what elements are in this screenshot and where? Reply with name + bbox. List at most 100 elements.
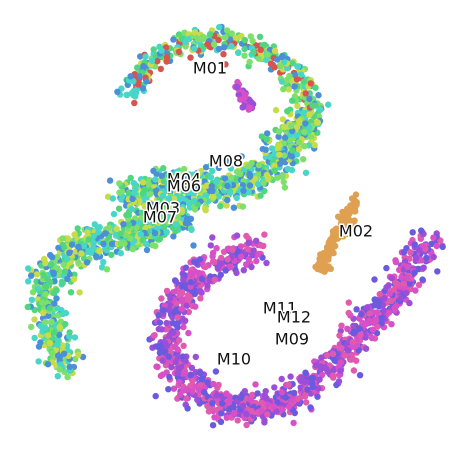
- scatter-point: [412, 287, 419, 294]
- scatter-point: [184, 405, 191, 412]
- scatter-point: [263, 136, 270, 143]
- scatter-point: [169, 319, 177, 327]
- scatter-point: [218, 254, 225, 262]
- scatter-point: [172, 205, 179, 212]
- cluster-label-m09: M09: [275, 330, 309, 349]
- scatter-point: [289, 97, 296, 104]
- scatter-point: [274, 174, 281, 181]
- scatter-point: [271, 167, 278, 174]
- scatter-point: [258, 407, 265, 415]
- scatter-point: [250, 49, 257, 56]
- scatter-point: [243, 421, 250, 429]
- scatter-point: [278, 173, 286, 180]
- scatter-point: [70, 276, 78, 283]
- scatter-point: [96, 248, 103, 255]
- scatter-point: [363, 320, 370, 327]
- scatter-point: [249, 391, 256, 398]
- scatter-point: [171, 195, 178, 202]
- scatter-point: [316, 376, 323, 383]
- scatter-point: [344, 347, 352, 354]
- scatter-point: [274, 56, 281, 63]
- scatter-point: [342, 217, 349, 224]
- scatter-point: [150, 167, 157, 175]
- scatter-point: [31, 316, 38, 323]
- scatter-point: [128, 205, 135, 213]
- scatter-point: [391, 304, 398, 311]
- scatter-point: [407, 249, 414, 256]
- scatter-point: [329, 350, 337, 357]
- scatter-point: [151, 332, 158, 339]
- scatter-point: [350, 367, 358, 374]
- scatter-point: [202, 263, 209, 271]
- scatter-point: [195, 386, 202, 393]
- scatter-point: [185, 329, 192, 337]
- scatter-point: [240, 103, 247, 111]
- scatter-point: [33, 271, 41, 278]
- scatter-point: [134, 64, 141, 71]
- scatter-point: [289, 147, 296, 154]
- scatter-point: [165, 353, 172, 360]
- scatter-point: [245, 106, 252, 113]
- scatter-point: [138, 209, 146, 216]
- scatter-point: [223, 414, 230, 421]
- scatter-point: [165, 197, 172, 204]
- scatter-point: [255, 250, 262, 258]
- scatter-point: [204, 40, 211, 48]
- scatter-point: [378, 314, 385, 322]
- scatter-point: [59, 235, 66, 242]
- scatter-point: [186, 200, 193, 207]
- scatter-point: [174, 168, 181, 175]
- scatter-point: [264, 130, 271, 137]
- scatter-point: [216, 24, 223, 31]
- scatter-point: [224, 256, 231, 263]
- scatter-point: [163, 319, 170, 327]
- scatter-point: [317, 106, 324, 113]
- scatter-point: [146, 191, 154, 198]
- scatter-point: [209, 422, 217, 429]
- scatter-point: [339, 208, 346, 216]
- scatter-point: [260, 180, 267, 187]
- scatter-point: [403, 289, 410, 296]
- scatter-point: [333, 381, 340, 389]
- scatter-point: [160, 178, 168, 185]
- scatter-point: [257, 192, 264, 199]
- scatter-point: [211, 276, 219, 283]
- scatter-point: [295, 138, 303, 146]
- scatter-point: [121, 240, 128, 247]
- scatter-point: [42, 290, 49, 298]
- scatter-point: [285, 86, 292, 93]
- scatter-point: [42, 260, 49, 267]
- scatter-point: [381, 307, 388, 314]
- scatter-point: [255, 55, 262, 62]
- cluster-label-m07: M07: [143, 208, 177, 227]
- scatter-point: [267, 153, 274, 161]
- scatter-point: [352, 191, 360, 198]
- scatter-point: [400, 249, 408, 256]
- scatter-point: [288, 166, 296, 174]
- scatter-point: [187, 279, 194, 286]
- scatter-point: [208, 182, 215, 190]
- scatter-point: [174, 369, 182, 377]
- scatter-point: [166, 306, 173, 313]
- scatter-point: [323, 352, 331, 359]
- scatter-point: [100, 240, 107, 247]
- scatter-point: [257, 46, 264, 53]
- scatter-point: [246, 182, 254, 189]
- scatter-point: [281, 134, 289, 141]
- scatter-point: [304, 386, 311, 393]
- scatter-point: [263, 171, 271, 179]
- scatter-point: [109, 195, 117, 202]
- scatter-point: [247, 396, 254, 403]
- scatter-point: [241, 36, 249, 44]
- scatter-point: [233, 83, 241, 91]
- scatter-point: [327, 249, 334, 257]
- scatter-point: [291, 83, 298, 90]
- scatter-point: [195, 35, 202, 43]
- scatter-point: [139, 85, 147, 92]
- scatter-point: [190, 242, 197, 249]
- scatter-point: [366, 310, 373, 317]
- scatter-point: [314, 119, 322, 126]
- scatter-point: [182, 219, 190, 227]
- scatter-point: [84, 229, 91, 236]
- scatter-point: [187, 372, 194, 379]
